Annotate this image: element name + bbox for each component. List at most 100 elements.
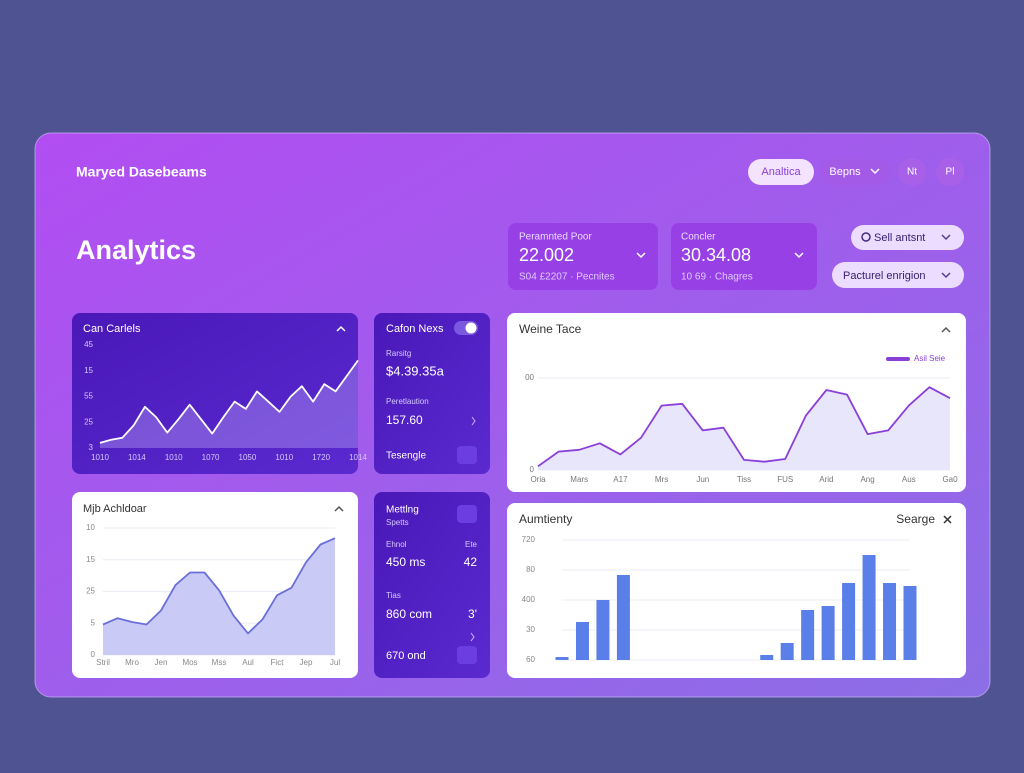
bar [821, 606, 835, 660]
bar [616, 575, 630, 660]
row-value: 157.60 [386, 413, 423, 427]
y-axis-label: 0 [91, 650, 96, 659]
tab-button[interactable] [748, 159, 814, 185]
x-axis-label: Jul [330, 658, 340, 667]
collapse[interactable] [941, 326, 951, 333]
y-axis-label: 0 [530, 465, 535, 474]
x-axis-label: Stril [96, 658, 110, 667]
chevron [636, 252, 646, 259]
stat-sub: 10 69 · Chagres [681, 272, 753, 283]
stat-card [508, 223, 658, 290]
row-label: Peretlaution [386, 397, 429, 406]
x-axis-label: FUS [777, 475, 793, 484]
icon-button[interactable] [457, 646, 477, 664]
chevron [471, 416, 476, 426]
page-title: Analytics [76, 235, 196, 265]
card-title: Mettlng [386, 505, 419, 516]
legend-swatch [886, 357, 910, 361]
filter-icon [861, 232, 871, 242]
x-axis-label: Mos [182, 658, 197, 667]
y-axis-label: 5 [91, 618, 96, 627]
row-value: 42 [464, 555, 478, 569]
bar [842, 583, 856, 660]
dropdown-label: Bepns [829, 166, 861, 178]
area-fill [103, 538, 335, 655]
stat-label: Peramnted Poor [519, 232, 592, 243]
card-footer: 670 ond [386, 650, 426, 662]
row-value: Ete [465, 540, 478, 549]
chevron [470, 632, 475, 642]
icon-button[interactable] [898, 158, 926, 186]
info-card [374, 492, 490, 678]
info-card [374, 313, 490, 474]
filter-label: Pacturel enrigion [843, 270, 926, 282]
x-axis-label: Oria [530, 475, 546, 484]
y-axis-label: 15 [86, 555, 95, 564]
y-axis-label: 25 [86, 587, 95, 596]
filter-pill[interactable] [832, 262, 964, 288]
row-label: Tias [386, 591, 401, 600]
card-footer: Tesengle [386, 451, 426, 462]
panel-title: Weine Tace [519, 322, 582, 336]
y-axis-label: 55 [84, 392, 93, 401]
collapse[interactable] [334, 505, 344, 512]
bar [555, 657, 569, 660]
x-axis-label: A17 [613, 475, 628, 484]
icon-button[interactable] [936, 158, 964, 186]
chart-panel [72, 313, 358, 474]
y-axis-label: 00 [525, 373, 534, 382]
x-axis-label: Aul [242, 658, 254, 667]
x-axis-label: Fict [271, 658, 285, 667]
x-axis-label: Mars [570, 475, 588, 484]
row-label: Ehnol [386, 540, 407, 549]
y-axis-label: 10 [86, 523, 95, 532]
area-fill [100, 360, 358, 448]
legend-label: Asil Seie [914, 354, 946, 363]
chevron [941, 272, 951, 279]
bar [862, 555, 876, 660]
chart-panel [507, 503, 966, 678]
bar [883, 583, 897, 660]
x-axis-label: Jen [155, 658, 168, 667]
x-axis-label: 1720 [312, 453, 330, 462]
stat-label: Concler [681, 232, 716, 243]
collapse[interactable] [336, 325, 346, 332]
stat-value: 22.002 [519, 245, 574, 265]
close[interactable] [943, 515, 952, 524]
bar [575, 622, 589, 660]
y-axis-label: 3 [89, 443, 94, 452]
x-axis-label: Arid [819, 475, 833, 484]
bar [801, 610, 815, 660]
icon-button[interactable] [457, 446, 477, 464]
stat-card [671, 223, 817, 290]
y-axis-label: 80 [526, 565, 535, 574]
chevron [941, 234, 951, 241]
filter-pill[interactable] [851, 225, 964, 250]
dropdown-button[interactable] [820, 159, 890, 185]
bar [903, 586, 917, 660]
area-fill [538, 387, 950, 470]
tab-label: Analtica [761, 166, 801, 178]
y-axis-label: 720 [522, 535, 536, 544]
y-axis-label: 400 [522, 595, 536, 604]
panel-title: Mjb Achldoar [83, 503, 147, 515]
icon-button[interactable] [457, 505, 477, 523]
row-label: 860 com [386, 607, 432, 621]
toggle-knob [465, 322, 477, 334]
bar [760, 655, 774, 660]
x-axis-label: Mro [125, 658, 139, 667]
line [99, 359, 359, 444]
x-axis-label: 1014 [128, 453, 146, 462]
chevron [794, 252, 804, 259]
panel-action[interactable]: Searge [896, 512, 935, 526]
x-axis-label: 1050 [239, 453, 257, 462]
row-value: 3' [468, 607, 477, 621]
x-axis-label: Mss [212, 658, 227, 667]
bar [596, 600, 610, 660]
x-axis-label: 1010 [91, 453, 109, 462]
x-axis-label: 1070 [202, 453, 220, 462]
x-axis-label: 1010 [165, 453, 183, 462]
filter-label: Sell antsnt [874, 232, 925, 244]
panel-title: Can Carlels [83, 323, 141, 335]
